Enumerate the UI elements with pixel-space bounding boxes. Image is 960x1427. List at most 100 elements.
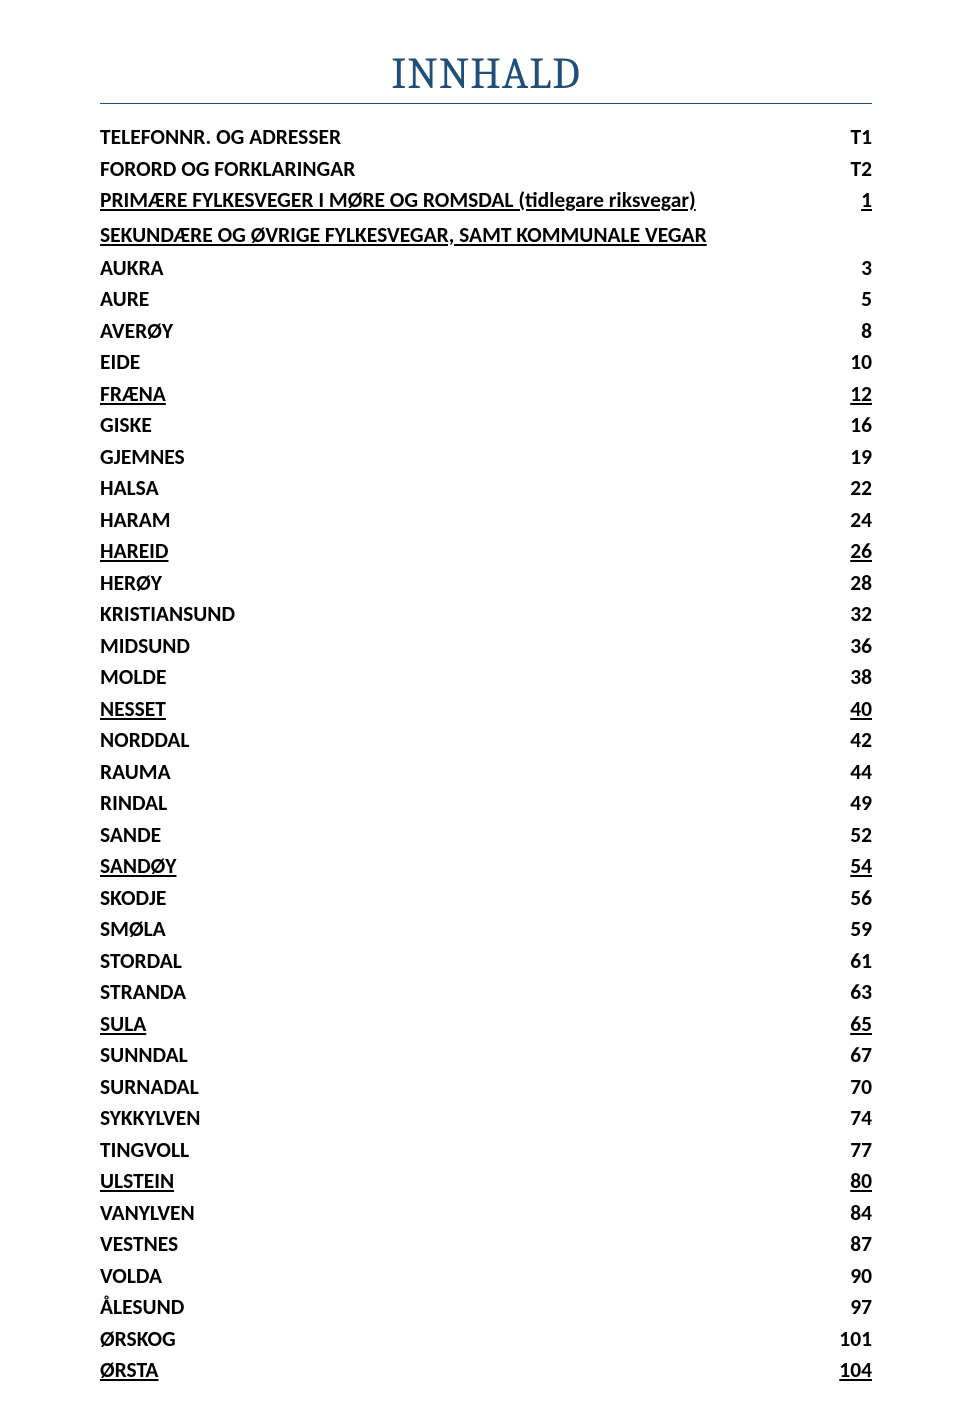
toc-entry-label: SANDE — [100, 825, 161, 847]
toc-entry-page: 24 — [838, 510, 872, 532]
toc-entry-label: MIDSUND — [100, 636, 190, 658]
toc-entry-label: RAUMA — [100, 762, 171, 784]
toc-entry-label: VANYLVEN — [100, 1203, 195, 1225]
toc-entry-page: 28 — [838, 573, 872, 595]
toc-entry: AUKRA 3 — [100, 253, 872, 285]
toc-entry: MOLDE 38 — [100, 662, 872, 694]
toc-entry-page: 42 — [838, 730, 872, 752]
toc-entry-page: 63 — [838, 982, 872, 1004]
toc-entry: AVERØY8 — [100, 316, 872, 348]
toc-entry-label: NESSET — [100, 699, 166, 721]
toc-entry: EIDE10 — [100, 347, 872, 379]
toc-entry-page: 10 — [838, 352, 872, 374]
toc-entry: HAREID26 — [100, 536, 872, 568]
toc-entry-page: 87 — [838, 1234, 872, 1256]
toc-entry: ÅLESUND97 — [100, 1292, 872, 1324]
toc-entry-page: 97 — [838, 1297, 872, 1319]
toc-entry: ØRSKOG101 — [100, 1324, 872, 1356]
toc-entry-label: HERØY — [100, 573, 162, 595]
toc-entry-page: 22 — [838, 478, 872, 500]
toc-entry-label: ØRSTA — [100, 1360, 158, 1382]
table-of-contents: TELEFONNR. OG ADRESSERT1FORORD OG FORKLA… — [100, 122, 872, 1387]
toc-entry-page: 56 — [838, 888, 872, 910]
toc-entry-label: ØRSKOG — [100, 1329, 176, 1351]
toc-entry: HERØY 28 — [100, 568, 872, 600]
toc-entry-page: 59 — [838, 919, 872, 941]
toc-entry: TELEFONNR. OG ADRESSERT1 — [100, 122, 872, 154]
toc-entry-page: 44 — [838, 762, 872, 784]
page-title: INNHALD — [100, 48, 872, 99]
toc-entry: SANDE 52 — [100, 820, 872, 852]
toc-entry-page: 70 — [838, 1077, 872, 1099]
toc-entry: SMØLA59 — [100, 914, 872, 946]
toc-entry-page: 104 — [827, 1360, 872, 1382]
toc-entry: GISKE16 — [100, 410, 872, 442]
toc-entry: STORDAL 61 — [100, 946, 872, 978]
toc-entry-page: 90 — [838, 1266, 872, 1288]
toc-entry: FRÆNA12 — [100, 379, 872, 411]
toc-entry-page: 84 — [838, 1203, 872, 1225]
toc-entry-label: RINDAL — [100, 793, 167, 815]
toc-entry-label: FORORD OG FORKLARINGAR — [100, 159, 355, 181]
toc-entry-label: ULSTEIN — [100, 1171, 174, 1193]
toc-entry: SULA 65 — [100, 1009, 872, 1041]
toc-entry: MIDSUND 36 — [100, 631, 872, 663]
toc-entry-page: 36 — [838, 636, 872, 658]
toc-entry: AURE5 — [100, 284, 872, 316]
toc-entry: VANYLVEN 84 — [100, 1198, 872, 1230]
toc-entry-page: T2 — [838, 159, 872, 181]
toc-entry-label: VESTNES — [100, 1234, 178, 1256]
toc-entry-label: VOLDA — [100, 1266, 162, 1288]
toc-entry-label: MOLDE — [100, 667, 166, 689]
toc-entry-page: 40 — [838, 699, 872, 721]
toc-entry: RINDAL 49 — [100, 788, 872, 820]
toc-entry-page: 38 — [838, 667, 872, 689]
toc-entry-label: STORDAL — [100, 951, 182, 973]
toc-entry-page: 52 — [838, 825, 872, 847]
toc-entry-page: 32 — [838, 604, 872, 626]
toc-entry-page: 1 — [849, 190, 872, 212]
toc-entry: TINGVOLL77 — [100, 1135, 872, 1167]
toc-entry-label: FRÆNA — [100, 384, 166, 406]
toc-entry-page: 80 — [838, 1171, 872, 1193]
toc-entry: SURNADAL 70 — [100, 1072, 872, 1104]
toc-entry-label: PRIMÆRE FYLKESVEGER I MØRE OG ROMSDAL (t… — [100, 190, 696, 212]
toc-entry: GJEMNES19 — [100, 442, 872, 474]
toc-entry: SYKKYLVEN74 — [100, 1103, 872, 1135]
toc-entry-page: 61 — [838, 951, 872, 973]
title-rule — [100, 103, 872, 104]
toc-entry-label: KRISTIANSUND — [100, 604, 235, 626]
toc-entry: FORORD OG FORKLARINGAR T2 — [100, 154, 872, 186]
toc-entry-label: SULA — [100, 1014, 146, 1036]
toc-entry-page: 65 — [838, 1014, 872, 1036]
toc-entry-label: SANDØY — [100, 856, 176, 878]
toc-entry: NESSET 40 — [100, 694, 872, 726]
toc-entry-label: SYKKYLVEN — [100, 1108, 200, 1130]
toc-entry-label: NORDDAL — [100, 730, 190, 752]
toc-entry-page: 67 — [838, 1045, 872, 1067]
toc-entry: HARAM24 — [100, 505, 872, 537]
toc-entry-label: AVERØY — [100, 321, 173, 343]
toc-entry-label: AUKRA — [100, 258, 164, 280]
toc-entry-label: TELEFONNR. OG ADRESSER — [100, 127, 341, 149]
toc-entry-label: TINGVOLL — [100, 1140, 189, 1162]
toc-entry: STRANDA 63 — [100, 977, 872, 1009]
toc-entry-label: GISKE — [100, 415, 152, 437]
toc-entry-label: SKODJE — [100, 888, 166, 910]
toc-entry-label: SUNNDAL — [100, 1045, 188, 1067]
toc-entry: KRISTIANSUND 32 — [100, 599, 872, 631]
toc-entry-label: STRANDA — [100, 982, 186, 1004]
toc-entry-label: SURNADAL — [100, 1077, 199, 1099]
toc-entry-page: 5 — [849, 289, 872, 311]
toc-entry-page: 54 — [838, 856, 872, 878]
toc-entry: VOLDA 90 — [100, 1261, 872, 1293]
toc-entry-page: 49 — [838, 793, 872, 815]
toc-entry-page: 26 — [838, 541, 872, 563]
toc-entry: SUNNDAL 67 — [100, 1040, 872, 1072]
toc-entry: SANDØY 54 — [100, 851, 872, 883]
toc-entry: HALSA 22 — [100, 473, 872, 505]
toc-entry: NORDDAL 42 — [100, 725, 872, 757]
toc-entry: ULSTEIN 80 — [100, 1166, 872, 1198]
toc-entry-page: 3 — [849, 258, 872, 280]
toc-entry-label: HALSA — [100, 478, 159, 500]
